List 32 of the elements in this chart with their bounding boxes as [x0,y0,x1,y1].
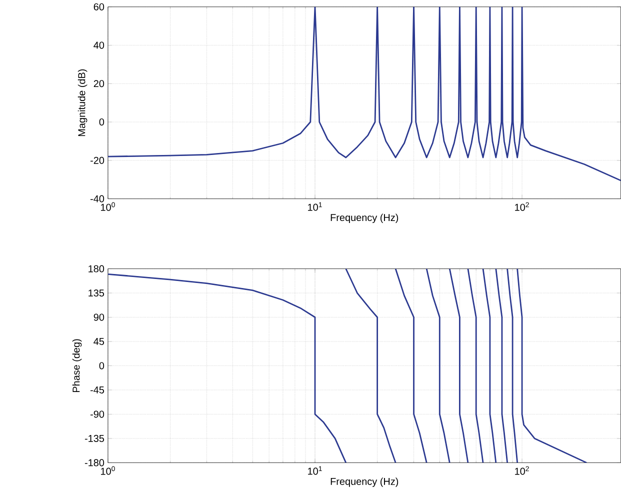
x-axis-title: Frequency (Hz) [330,214,398,224]
line-series [495,268,508,463]
y-tick-label: -20 [90,157,104,164]
y-tick-label: -90 [90,410,104,418]
x-tick-label: 10$^{1}$ [308,202,322,211]
x-tick-label: 10$^{2}$ [515,466,529,475]
y-axis-title: Phase (deg) [72,339,82,392]
line-series [467,268,484,463]
y-tick-label: 60 [94,3,104,11]
line-series [506,268,518,463]
line-series [426,268,450,463]
y-tick-label: -180 [84,459,104,466]
y-axis-title: Magnitude (dB) [78,70,88,136]
line-series [448,268,469,463]
x-tick-label: 10$^{0}$ [101,466,115,475]
line-series [394,268,428,463]
y-tick-label: 0 [99,362,104,370]
y-tick-label: 0 [99,118,104,126]
y-tick-label: 40 [94,42,104,49]
line-series [482,268,497,463]
y-tick-label: 90 [94,314,104,321]
x-tick-label: 10$^{2}$ [515,202,529,212]
y-tick-label: -135 [84,435,104,442]
y-tick-label: 20 [94,80,104,88]
y-tick-label: -45 [90,386,104,394]
y-tick-label: 45 [94,338,104,346]
x-axis-title: Frequency (Hz) [330,478,398,488]
y-tick-label: 180 [88,265,104,272]
x-tick-label: 10$^{0}$ [101,202,115,212]
y-tick-label: -40 [90,195,104,202]
x-tick-label: 10$^{1}$ [308,466,322,475]
y-tick-label: 135 [88,290,104,297]
